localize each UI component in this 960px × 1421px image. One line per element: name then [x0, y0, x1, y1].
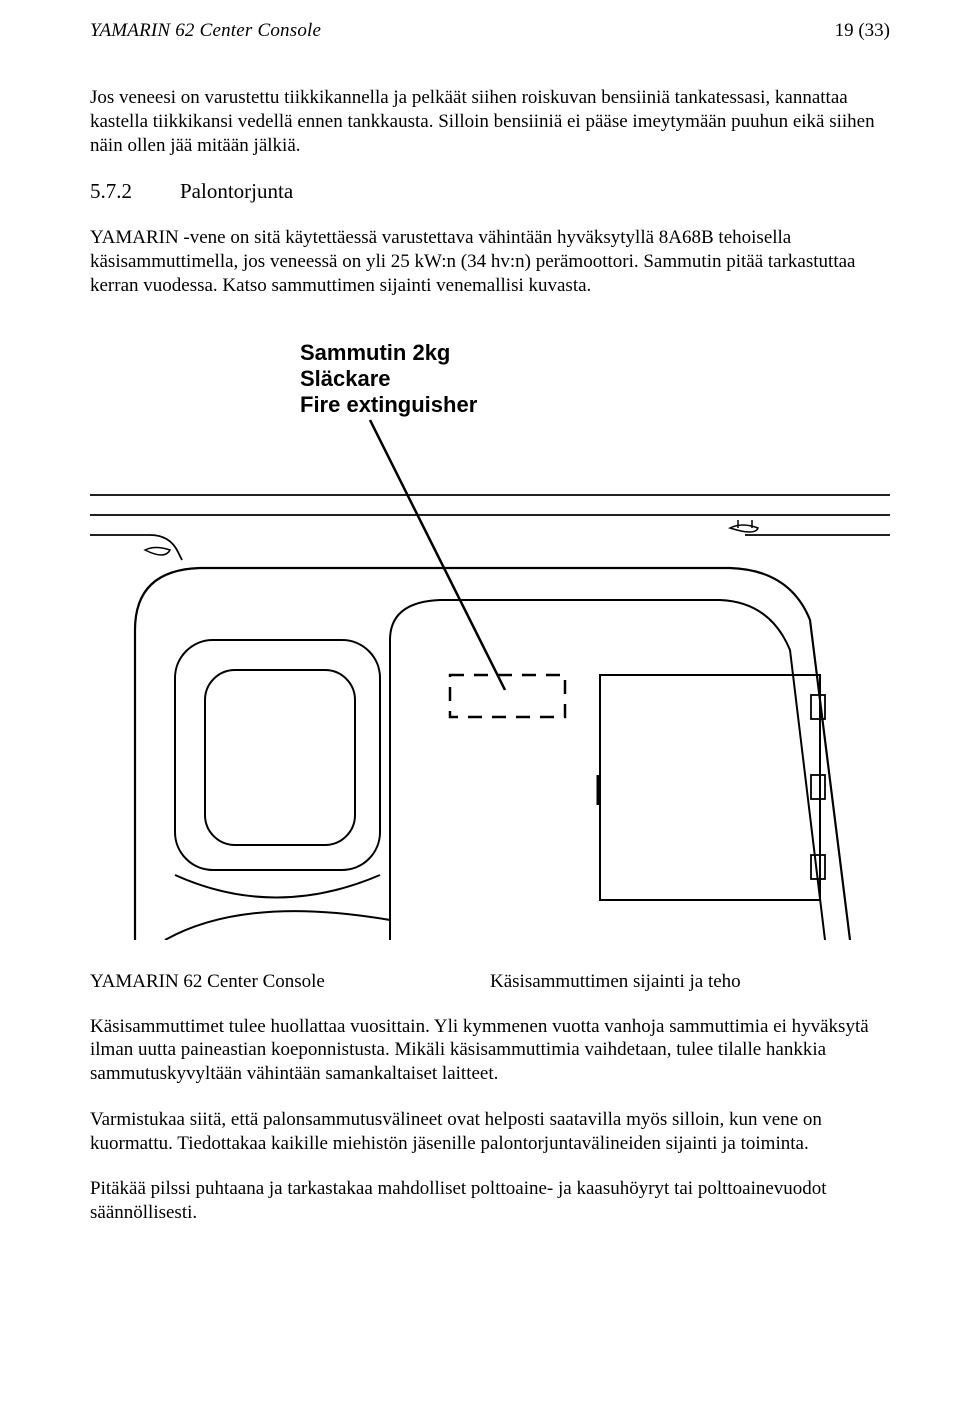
diagram-caption: YAMARIN 62 Center Console Käsisammuttime… [90, 971, 890, 993]
diagram-label-1: Sammutin 2kg [300, 340, 450, 365]
section-paragraph: YAMARIN -vene on sitä käytettäessä varus… [90, 226, 890, 297]
section-number: 5.7.2 [90, 179, 132, 204]
body-paragraph-3: Pitäkää pilssi puhtaana ja tarkastakaa m… [90, 1177, 890, 1225]
intro-paragraph: Jos veneesi on varustettu tiikkikannella… [90, 86, 890, 157]
section-heading: 5.7.2 Palontorjunta [90, 179, 890, 204]
diagram-label-3: Fire extinguisher [300, 392, 478, 417]
header-page-number: 19 (33) [835, 20, 890, 42]
diagram-label-2: Släckare [300, 366, 391, 391]
extinguisher-diagram: Sammutin 2kg Släckare Fire extinguisher [90, 320, 890, 945]
header-title: YAMARIN 62 Center Console [90, 20, 321, 42]
page-header: YAMARIN 62 Center Console 19 (33) [90, 20, 890, 42]
body-paragraph-1: Käsisammuttimet tulee huollattaa vuositt… [90, 1015, 890, 1086]
section-title: Palontorjunta [180, 179, 293, 204]
page: YAMARIN 62 Center Console 19 (33) Jos ve… [0, 0, 960, 1287]
caption-desc: Käsisammuttimen sijainti ja teho [490, 971, 890, 993]
caption-model: YAMARIN 62 Center Console [90, 971, 490, 993]
boat-diagram-svg: Sammutin 2kg Släckare Fire extinguisher [90, 320, 890, 940]
body-paragraph-2: Varmistukaa siitä, että palonsammutusväl… [90, 1108, 890, 1156]
